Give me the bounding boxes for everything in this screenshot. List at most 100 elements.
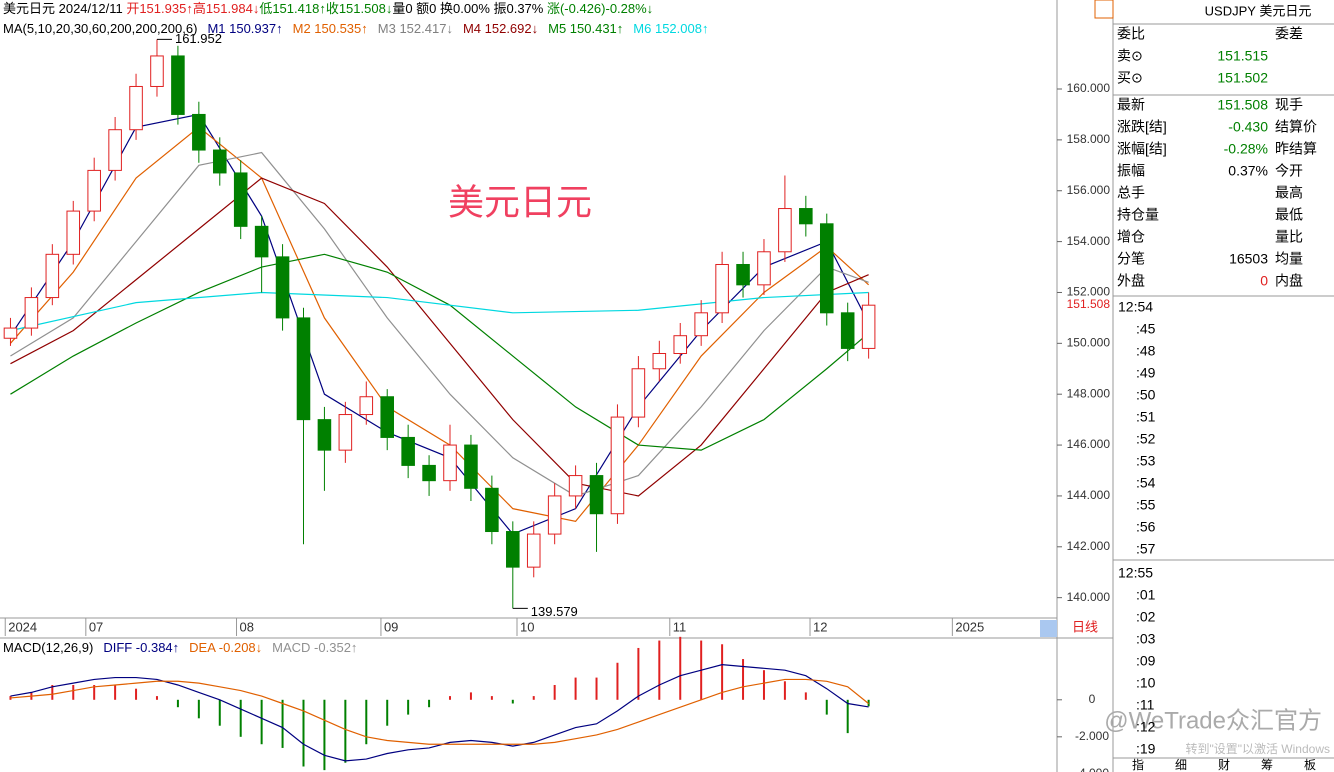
x-tick-label: 11 [673,619,687,634]
candle-body [3,327,18,339]
quote-label: 总手 [1117,185,1145,201]
header-segment: 收151.508↓ [326,1,393,16]
quote-label: 量比 [1275,229,1303,245]
candle-body [506,531,520,568]
quote-label: 振幅 [1117,163,1145,179]
quote-label: 涨幅[结] [1117,141,1167,157]
x-tick-label: 10 [520,619,534,634]
quote-value: 16503 [1229,251,1268,267]
panel-tab[interactable]: 板 [1304,758,1316,772]
candle-body [192,113,206,151]
ma-legend-item: M6 152.008↑ [633,21,708,36]
scroll-box[interactable] [1040,620,1057,637]
panel-tab[interactable]: 财 [1218,758,1230,772]
candle-body [338,414,353,451]
tick-time: :02 [1136,609,1156,625]
quote-label: 最高 [1275,185,1303,201]
ma-legend-item: M4 152.692↓ [463,21,538,36]
candle-body [422,464,436,482]
candle-body [464,444,478,489]
y-tick-label: 152.000 [1067,285,1111,299]
tick-time: :19 [1136,741,1156,757]
last-price-label: 151.508 [1067,297,1111,311]
ma-line [10,151,869,497]
ma-legend: MA(5,10,20,30,60,200,200,200,6) M1 150.93… [3,21,708,36]
candle-body [150,55,164,87]
y-tick-label: 142.000 [1067,539,1111,553]
candle-body [799,208,813,225]
tick-time: :01 [1136,587,1156,603]
y-tick-label: 140.000 [1067,590,1111,604]
annotation-label: 161.952 [175,31,222,46]
candle-body [610,416,625,515]
candle-body [485,487,499,533]
tick-time: :09 [1136,653,1156,669]
tick-time: :51 [1136,409,1156,425]
candle-body [45,253,60,299]
dea-line [10,678,869,745]
quote-label: 外盘 [1117,273,1145,289]
quote-label: 现手 [1275,97,1303,113]
candle-body [359,396,374,416]
tick-time: :48 [1136,343,1156,359]
ma-legend-item: MA(5,10,20,30,60,200,200,200,6) [3,21,197,36]
header-segment: 美元日元 2024/12/11 [3,1,126,16]
brand-watermark: @WeTrade众汇官方 [1104,707,1322,734]
candle-body [819,223,834,314]
quote-label: 增仓 [1117,229,1145,245]
x-tick-label: 2024 [8,619,37,634]
panel-button[interactable] [1094,0,1114,19]
quote-value: -0.28% [1224,141,1268,157]
candle-body [715,263,729,314]
quote-value: 0 [1260,273,1268,289]
tick-time: :45 [1136,321,1156,337]
candle-body [568,475,583,497]
candle-body [233,172,248,227]
candle-body [66,210,81,255]
y-tick-label: 150.000 [1067,336,1111,350]
ma-legend-item: M2 150.535↑ [293,21,368,36]
panel-tab[interactable]: 筹 [1261,758,1273,772]
candle-body [129,85,143,131]
y-tick-label: 156.000 [1067,183,1111,197]
candle-body [275,256,290,319]
quote-label: 卖⊙ [1117,48,1143,64]
ma-legend-item: M1 150.937↑ [207,21,282,36]
ma-line [10,291,869,332]
quote-label: 结算价 [1275,119,1317,135]
candle-body [87,169,101,212]
candle-body [631,368,646,418]
panel-tab[interactable]: 细 [1175,758,1187,772]
candle-body [171,55,185,115]
candle-body [24,297,39,329]
candle-body [694,312,708,337]
header-segment: 开151.935↑ [126,1,193,16]
header-segment: 低151.418↑ [259,1,326,16]
macd-y-tick-label: 0 [1089,692,1096,706]
quote-label: 买⊙ [1117,70,1143,86]
candle-body [254,225,269,258]
tick-time: :53 [1136,453,1156,469]
candle-body [673,335,688,355]
candle-body [547,495,562,535]
y-tick-label: 144.000 [1067,488,1111,502]
header-segment: 量0 额0 换0.00% 振0.37% [392,1,547,16]
tick-time: :03 [1136,631,1156,647]
y-tick-label: 148.000 [1067,386,1111,400]
panel-tab[interactable]: 指 [1132,757,1144,772]
quote-value: 151.502 [1217,70,1268,86]
candle-body [861,304,876,349]
quote-label: 持仓量 [1117,207,1159,223]
quote-value: -0.430 [1228,119,1268,135]
y-tick-label: 160.000 [1067,81,1111,95]
tick-time: :55 [1136,497,1156,513]
candle-body [778,208,792,253]
quote-label: 昨结算 [1275,141,1317,157]
watermark-label: 美元日元 [448,182,592,223]
candle-body [443,444,457,482]
quote-label: 委差 [1275,26,1303,42]
tick-time: :49 [1136,365,1156,381]
quote-label: 内盘 [1275,273,1303,289]
